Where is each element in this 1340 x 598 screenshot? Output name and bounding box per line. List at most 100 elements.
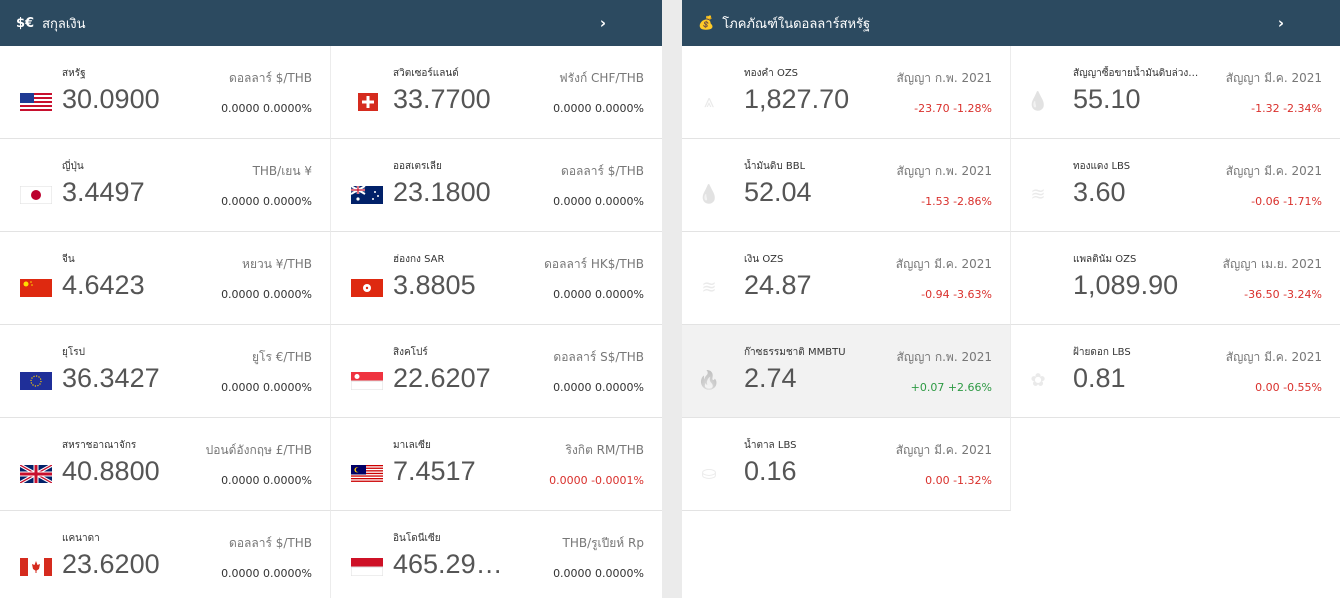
currency-item[interactable]: มาเลเซีย 7.4517 ริงกิต RM/THB 0.0000 -0.000…	[331, 418, 662, 511]
currency-item[interactable]: ญี่ปุ่น 3.4497 THB/เยน ¥ 0.0000 0.0000%	[0, 139, 331, 232]
currency-unit: THB/เยน ¥	[252, 164, 312, 178]
empty-cell	[1011, 418, 1340, 511]
commodity-unit: สัญญา ก.พ. 2021	[896, 164, 992, 178]
currency-unit: ดอลลาร์ HK$/THB	[544, 257, 644, 271]
commodity-value: 1,827.70	[744, 84, 850, 114]
commodity-value: 1,089.90	[1073, 270, 1179, 300]
commodity-item[interactable]: แพลตินัม OZS 1,089.90 สัญญา เม.ย. 2021 -36.…	[1011, 232, 1340, 325]
commodity-value: 55.10	[1073, 84, 1141, 114]
currency-item[interactable]: ออสเตรเลีย 23.1800 ดอลลาร์ $/THB 0.0000 0.0…	[331, 139, 662, 232]
commodity-value: 52.04	[744, 177, 812, 207]
currency-value: 36.3427	[62, 363, 160, 393]
currency-value: 465.29…	[393, 549, 503, 579]
commodity-unit: สัญญา มี.ค. 2021	[1225, 164, 1322, 178]
currency-item[interactable]: สิงคโปร์ 22.6207 ดอลลาร์ S$/THB 0.0000 0.00…	[331, 325, 662, 418]
currency-unit: ปอนด์อังกฤษ £/THB	[205, 443, 312, 457]
currency-change: 0.0000 0.0000%	[553, 381, 644, 394]
chevron-right-icon[interactable]: ›	[1277, 14, 1284, 32]
commodity-unit: สัญญา ก.พ. 2021	[896, 350, 992, 364]
panel-gap	[662, 0, 682, 598]
oil-drop-icon: 💧	[697, 183, 721, 205]
commodity-value: 0.16	[744, 456, 797, 486]
cotton-icon: ✿	[1030, 369, 1046, 391]
currency-unit: THB/รูเปียห์ Rp	[562, 536, 644, 550]
commodity-item[interactable]: ✿ ฝ้ายดอก LBS 0.81 สัญญา มี.ค. 2021 0.00 -0.…	[1011, 325, 1340, 418]
commodity-change: 0.00 -0.55%	[1255, 381, 1322, 394]
commodity-name: สัญญาซื้อขายน้ำมันดิบล่วงหน้า	[1073, 68, 1201, 79]
currency-name: ญี่ปุ่น	[62, 161, 84, 172]
flag-cn-icon	[20, 279, 52, 297]
commodity-unit: สัญญา มี.ค. 2021	[895, 443, 992, 457]
commodity-value: 3.60	[1073, 177, 1126, 207]
chevron-right-icon[interactable]: ›	[599, 14, 606, 32]
flag-gb-icon	[19, 463, 53, 485]
commodity-unit: สัญญา เม.ย. 2021	[1222, 257, 1322, 271]
currency-unit: ดอลลาร์ $/THB	[561, 164, 644, 178]
currency-change: 0.0000 0.0000%	[221, 102, 312, 115]
currency-header[interactable]: $€ สกุลเงิน ›	[0, 0, 662, 46]
currency-item[interactable]: ฮ่องกง SAR 3.8805 ดอลลาร์ HK$/THB 0.0000 0.…	[331, 232, 662, 325]
currency-change: 0.0000 0.0000%	[221, 288, 312, 301]
commodity-change: -0.94 -3.63%	[921, 288, 992, 301]
currency-value: 22.6207	[393, 363, 491, 393]
commodity-name: น้ำตาล LBS	[744, 440, 797, 451]
flag-au-icon	[350, 185, 383, 204]
currency-name: สวิตเซอร์แลนด์	[393, 68, 459, 79]
commodity-item[interactable]: 💧 น้ำมันดิบ BBL 52.04 สัญญา ก.พ. 2021 -1.53 …	[682, 139, 1011, 232]
commodity-value: 0.81	[1073, 363, 1126, 393]
currency-value: 23.6200	[62, 549, 160, 579]
currency-name: สหรัฐ	[62, 68, 86, 79]
currency-item[interactable]: แคนาดา 23.6200 ดอลลาร์ $/THB 0.0000 0.0000%	[0, 511, 331, 598]
flag-hk-icon	[351, 279, 383, 297]
currency-value: 33.7700	[393, 84, 491, 114]
commodity-header[interactable]: 💰 โภคภัณฑ์ในดอลลาร์สหรัฐ ›	[682, 0, 1340, 46]
commodity-item[interactable]: 🔥 ก๊าซธรรมชาติ MMBTU 2.74 สัญญา ก.พ. 2021 +0…	[682, 325, 1011, 418]
commodity-unit: สัญญา มี.ค. 2021	[1225, 71, 1322, 85]
commodity-change: -36.50 -3.24%	[1244, 288, 1322, 301]
currency-item[interactable]: ยุโรป 36.3427 ยูโร €/THB 0.0000 0.0000%	[0, 325, 331, 418]
currency-item[interactable]: อินโดนีเซีย 465.29… THB/รูเปียห์ Rp 0.0000 …	[331, 511, 662, 598]
commodity-item[interactable]: ⛀ น้ำตาล LBS 0.16 สัญญา มี.ค. 2021 0.00 -1.3…	[682, 418, 1011, 511]
flag-jp-icon	[19, 185, 53, 205]
coin-stack-icon: ≋	[701, 276, 717, 298]
commodity-unit: สัญญา มี.ค. 2021	[1225, 350, 1322, 364]
currency-change: 0.0000 0.0000%	[221, 195, 312, 208]
currency-item[interactable]: สหราชอาณาจักร 40.8800 ปอนด์อังกฤษ £/THB 0.0…	[0, 418, 331, 511]
commodity-item[interactable]: 💧 สัญญาซื้อขายน้ำมันดิบล่วงหน้า 55.10 สัญญา…	[1011, 46, 1340, 139]
flag-ca-icon	[20, 558, 52, 576]
currency-item[interactable]: สวิตเซอร์แลนด์ 33.7700 ฟรังก์ CHF/THB 0.000…	[331, 46, 662, 139]
currency-grid: สหรัฐ 30.0900 ดอลลาร์ $/THB 0.0000 0.0000% ส…	[0, 46, 662, 598]
currency-name: ออสเตรเลีย	[393, 161, 442, 172]
commodity-grid: ⩓ ทองคำ OZS 1,827.70 สัญญา ก.พ. 2021 -23.70 …	[682, 46, 1340, 511]
currency-name: ฮ่องกง SAR	[393, 254, 445, 265]
sugar-icon: ⛀	[701, 462, 717, 484]
commodity-name: เงิน OZS	[744, 254, 784, 265]
oil-drop-icon: 💧	[1026, 90, 1050, 112]
currency-change: 0.0000 0.0000%	[221, 381, 312, 394]
commodity-change: 0.00 -1.32%	[925, 474, 992, 487]
commodity-item[interactable]: ≋ เงิน OZS 24.87 สัญญา มี.ค. 2021 -0.94 -3.6…	[682, 232, 1011, 325]
currency-item[interactable]: สหรัฐ 30.0900 ดอลลาร์ $/THB 0.0000 0.0000%	[0, 46, 331, 139]
commodity-unit: สัญญา ก.พ. 2021	[896, 71, 992, 85]
commodity-item[interactable]: ≋ ทองแดง LBS 3.60 สัญญา มี.ค. 2021 -0.06 -1.…	[1011, 139, 1340, 232]
currency-change: 0.0000 0.0000%	[553, 102, 644, 115]
currency-change: 0.0000 0.0000%	[553, 195, 644, 208]
currency-name: สหราชอาณาจักร	[62, 440, 137, 451]
flag-my-icon	[351, 465, 383, 483]
currency-value: 30.0900	[62, 84, 160, 114]
currency-unit: ริงกิต RM/THB	[565, 443, 645, 457]
currency-change: 0.0000 0.0000%	[553, 288, 644, 301]
currency-unit: หยวน ¥/THB	[242, 257, 312, 271]
commodity-change: -0.06 -1.71%	[1251, 195, 1322, 208]
currency-item[interactable]: จีน 4.6423 หยวน ¥/THB 0.0000 0.0000%	[0, 232, 331, 325]
currency-change: 0.0000 0.0000%	[221, 474, 312, 487]
commodity-name: ทองคำ OZS	[744, 68, 799, 79]
commodity-item[interactable]: ⩓ ทองคำ OZS 1,827.70 สัญญา ก.พ. 2021 -23.70 …	[682, 46, 1011, 139]
commodity-name: ทองแดง LBS	[1073, 161, 1131, 172]
commodity-title: โภคภัณฑ์ในดอลลาร์สหรัฐ	[722, 16, 871, 32]
currency-value: 40.8800	[62, 456, 160, 486]
currency-name: แคนาดา	[62, 533, 100, 544]
currency-unit: ดอลลาร์ S$/THB	[553, 350, 644, 364]
flag-ch-icon	[351, 91, 383, 113]
currency-name: จีน	[62, 254, 75, 265]
